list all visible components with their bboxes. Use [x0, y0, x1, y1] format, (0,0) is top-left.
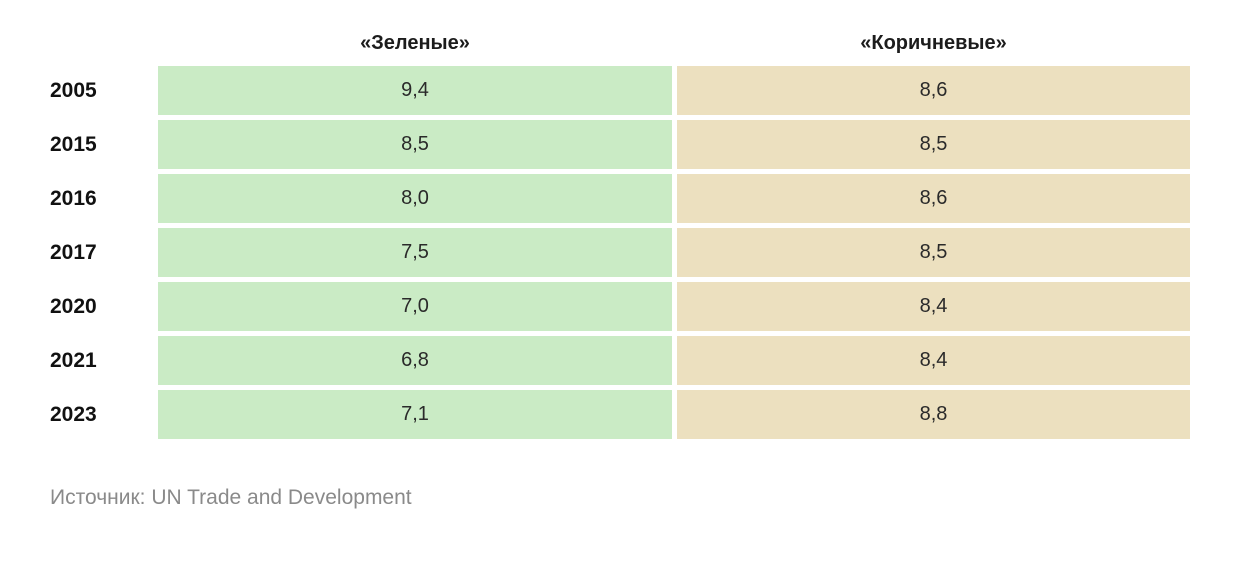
row-year-label: 2017	[50, 241, 97, 264]
column-header-brown: «Коричневые»	[860, 32, 1007, 54]
table-row: 2023 7,1 8,8	[0, 390, 1240, 439]
table-row: 2020 7,0 8,4	[0, 282, 1240, 331]
green-value-cell: 8,0	[158, 174, 672, 223]
green-value-cell: 7,1	[158, 390, 672, 439]
source-note: Источник: UN Trade and Development	[50, 486, 412, 509]
table-row: 2016 8,0 8,6	[0, 174, 1240, 223]
column-header-green: «Зеленые»	[360, 32, 470, 54]
green-value-cell: 8,5	[158, 120, 672, 169]
green-value-cell: 7,5	[158, 228, 672, 277]
brown-value-cell: 8,5	[677, 228, 1190, 277]
row-year-label: 2015	[50, 133, 97, 156]
brown-value-cell: 8,8	[677, 390, 1190, 439]
brown-value-cell: 8,5	[677, 120, 1190, 169]
brown-value-cell: 8,6	[677, 66, 1190, 115]
brown-value-cell: 8,4	[677, 282, 1190, 331]
row-year-label: 2016	[50, 187, 97, 210]
row-year-label: 2021	[50, 349, 97, 372]
brown-value-cell: 8,6	[677, 174, 1190, 223]
row-year-label: 2023	[50, 403, 97, 426]
table-row: 2017 7,5 8,5	[0, 228, 1240, 277]
green-value-cell: 9,4	[158, 66, 672, 115]
green-value-cell: 6,8	[158, 336, 672, 385]
green-value-cell: 7,0	[158, 282, 672, 331]
table-row: 2015 8,5 8,5	[0, 120, 1240, 169]
brown-value-cell: 8,4	[677, 336, 1190, 385]
table-row: 2021 6,8 8,4	[0, 336, 1240, 385]
row-year-label: 2005	[50, 79, 97, 102]
table-row: 2005 9,4 8,6	[0, 66, 1240, 115]
row-year-label: 2020	[50, 295, 97, 318]
